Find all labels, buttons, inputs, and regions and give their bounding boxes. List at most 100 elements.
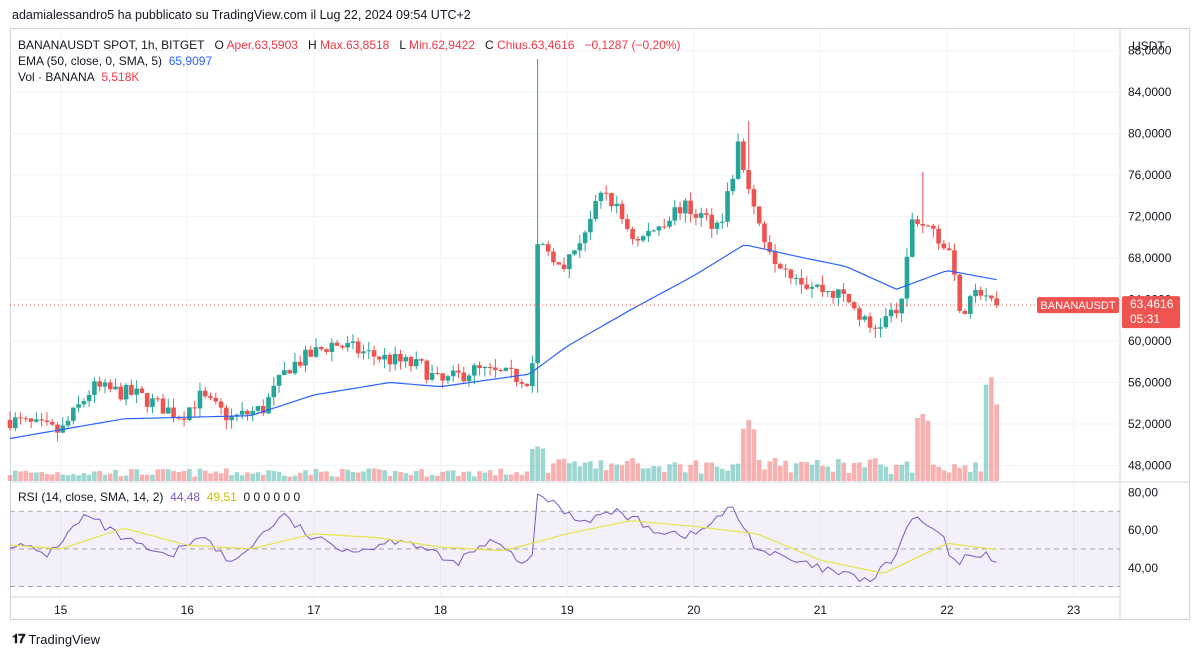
volume-bar [741,428,746,481]
rsi-legend-value: 44,48 [170,490,201,504]
price-tick-label: 60,0000 [1128,334,1172,348]
price-tick-label: 52,0000 [1128,417,1172,431]
volume-bar [524,471,530,481]
price-tick-label: 76,0000 [1128,168,1172,182]
candle-body [334,342,340,346]
candle-body [482,366,488,369]
candle-body [709,214,715,229]
candle-body [102,382,108,387]
candle-body [603,192,609,194]
volume-bar [688,464,693,481]
candle-body [171,407,176,418]
ema-legend[interactable]: EMA (50, close, 0, SMA, 5) 65,9097 [18,54,212,68]
candle-body [957,274,963,311]
candle-body [303,349,308,366]
volume-bar [920,413,926,481]
candle-body [129,384,134,395]
candle-body [287,370,292,374]
candle-body [909,219,915,257]
rsi-legend[interactable]: RSI (14, close, SMA, 14, 2) 44,48 49,51 … [18,490,300,504]
volume-bar [361,471,366,481]
volume-bar [545,472,551,481]
volume-bar [714,466,720,481]
candle-body [155,398,161,400]
candle-body [435,372,440,374]
volume-bar [672,462,678,481]
volume-bar [735,463,741,481]
candle-body [577,243,583,251]
volume-bar [851,463,857,481]
candle-body [704,213,709,215]
volume-bar [292,475,298,481]
volume-bar [894,464,899,481]
candle-body [413,359,419,367]
volume-bar [107,473,113,481]
candle-body [313,347,319,357]
volume-bar [640,468,646,481]
price-tick-label: 80,0000 [1128,127,1172,141]
volume-bar [946,472,952,481]
candle-body [456,370,461,373]
symbol-legend: BANANAUSDT SPOT, 1h, BITGET O Aper.63,59… [18,38,681,52]
chart-frame[interactable] [10,28,1190,620]
candle-body [387,354,393,365]
volume-bar [329,476,335,481]
candle-body [324,349,329,352]
candle-body [97,381,102,387]
candle-body [419,359,424,361]
candle-body [144,393,150,407]
volume-bar [413,471,419,481]
volume-bar [245,472,250,481]
volume-bar [588,461,593,481]
volume-bar [76,475,81,481]
candle-body [371,350,377,357]
volume-bar [677,464,683,481]
volume-bar [250,473,256,481]
volume-bar [556,459,562,481]
candle-body [44,420,50,423]
volume-bar [899,464,904,481]
candle-body [239,410,245,415]
candle-body [725,191,730,222]
volume-bar [456,475,461,481]
symbol-price-tag [1037,297,1119,314]
candle-body [793,278,799,280]
candle-body [719,221,725,223]
candle-body [672,207,678,221]
price-tick-label: 88,0000 [1128,44,1172,58]
candle-body [677,207,683,214]
volume-bar [577,466,583,481]
candle-body [904,256,910,299]
candle-body [345,342,350,348]
volume-bar [340,469,345,481]
rsi-legend-extra: 0 0 0 0 0 0 [243,490,301,504]
volume-bar [224,468,229,481]
volume-bar [287,476,292,481]
candle-body [86,394,92,402]
candle-body [318,347,324,350]
volume-bar [477,471,482,481]
time-tick-label: 21 [814,603,828,617]
volume-legend[interactable]: Vol · BANANA 5,518K [18,70,139,84]
volume-bar [772,457,778,481]
volume-bar [377,469,382,481]
candle-body [134,388,139,395]
volume-bar [967,471,973,481]
volume-bar [646,468,651,481]
candle-body [635,238,641,241]
ema-legend-label: EMA (50, close, 0, SMA, 5) [18,54,163,68]
legend-open-value: Aper.63,5903 [226,38,298,52]
volume-bar [683,472,688,481]
volume-bar [297,472,303,481]
footer-brand[interactable]: 𝟏𝟕 TradingView [12,631,100,647]
candle-body [340,345,345,348]
volume-bar [408,474,414,481]
volume-bar [994,404,999,481]
volume-bar [730,464,736,481]
volume-bar [841,462,846,481]
time-tick-label: 16 [181,603,195,617]
legend-symbol[interactable]: BANANAUSDT SPOT, 1h, BITGET [18,38,205,52]
volume-bar [450,470,456,481]
volume-bar [625,461,630,481]
